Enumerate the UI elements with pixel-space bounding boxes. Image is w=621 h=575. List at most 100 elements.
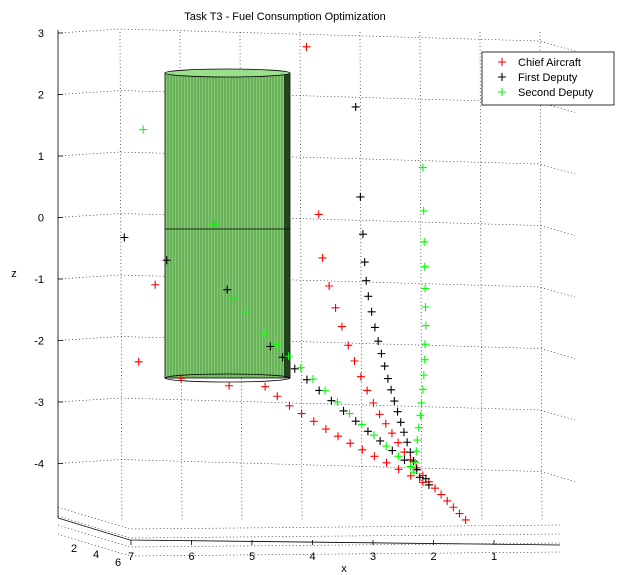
data-point	[357, 420, 366, 429]
cylinder-top	[164, 68, 291, 78]
data-point	[421, 474, 430, 483]
data-point	[383, 374, 392, 383]
data-point	[418, 385, 427, 394]
data-point	[362, 276, 371, 285]
data-point	[387, 429, 396, 438]
data-point	[278, 353, 287, 362]
data-point	[139, 125, 148, 134]
legend: Chief Aircraft First Deputy Second Deputy	[481, 51, 615, 106]
z-tick-label: 0	[38, 213, 44, 225]
data-point	[309, 417, 318, 426]
z-tick-label: -2	[34, 336, 44, 348]
data-point	[406, 462, 415, 471]
z-tick-label: 1	[38, 151, 44, 163]
data-point	[431, 484, 440, 493]
data-point	[266, 342, 275, 351]
data-point	[437, 490, 446, 499]
data-point	[120, 233, 129, 242]
data-point	[273, 392, 282, 401]
data-point	[374, 337, 383, 346]
z-tick-label: -1	[34, 274, 44, 286]
data-point	[367, 307, 376, 316]
data-point	[420, 237, 429, 246]
data-point	[285, 401, 294, 410]
data-point	[134, 357, 143, 366]
data-point	[413, 436, 422, 445]
data-point	[421, 340, 430, 349]
data-point	[394, 438, 403, 447]
data-point	[382, 458, 391, 467]
data-point	[290, 364, 299, 373]
data-point	[419, 371, 428, 380]
data-point	[327, 396, 336, 405]
data-point	[370, 452, 379, 461]
data-point	[421, 284, 430, 293]
x-tick-label: 4	[309, 551, 315, 563]
data-point	[162, 256, 171, 265]
series-second-deputy	[139, 125, 430, 477]
legend-label: First Deputy	[518, 72, 578, 84]
data-point	[318, 253, 327, 262]
z-tick-label: 2	[38, 90, 44, 102]
data-point	[380, 362, 389, 371]
data-point	[210, 220, 218, 229]
x-axis-ticks: 7 6 5 4 3 2 1	[128, 540, 497, 563]
data-point	[419, 206, 428, 215]
data-point	[261, 382, 270, 391]
data-point	[376, 436, 385, 445]
data-point	[406, 448, 415, 457]
data-point	[350, 357, 359, 365]
data-point	[424, 480, 433, 489]
legend-marker	[498, 88, 506, 96]
data-point	[403, 438, 412, 447]
z-axis-label: z	[11, 268, 17, 280]
data-point	[409, 468, 418, 477]
y-tick-label: 2	[71, 543, 77, 555]
data-point	[415, 473, 424, 482]
data-point	[302, 42, 311, 51]
y-axis-ticks: 2 4 6	[71, 543, 121, 569]
legend-label: Second Deputy	[518, 87, 594, 99]
x-tick-label: 6	[188, 551, 194, 563]
data-point	[229, 295, 238, 304]
data-point	[411, 458, 420, 467]
data-point	[421, 303, 430, 311]
data-point	[360, 258, 369, 267]
data-point	[339, 406, 348, 415]
data-point	[331, 303, 340, 312]
data-point	[421, 321, 430, 330]
data-point	[418, 163, 427, 172]
data-point	[377, 349, 386, 358]
data-point	[225, 381, 234, 390]
data-point	[325, 282, 334, 290]
data-point	[394, 452, 403, 461]
data-point	[260, 329, 269, 338]
series-chief-aircraft	[134, 42, 470, 524]
data-point	[375, 410, 384, 419]
data-point	[443, 496, 452, 505]
data-point	[358, 445, 367, 454]
data-point	[399, 428, 408, 437]
data-point	[370, 431, 379, 440]
legend-box	[481, 51, 615, 106]
data-point	[346, 439, 355, 448]
data-point	[364, 292, 373, 301]
data-point	[241, 307, 250, 316]
x-tick-label: 5	[249, 551, 255, 563]
x-tick-label: 7	[128, 551, 134, 563]
data-point	[387, 385, 396, 394]
data-point	[314, 210, 323, 219]
data-point	[345, 409, 354, 418]
data-point	[351, 417, 360, 426]
data-point	[358, 230, 367, 239]
data-point	[370, 323, 379, 332]
data-point	[321, 425, 330, 434]
y-tick-label: 6	[115, 557, 121, 569]
data-point	[272, 340, 281, 349]
data-point	[393, 407, 402, 416]
data-point	[296, 363, 305, 372]
data-point	[390, 397, 399, 406]
legend-marker	[498, 58, 506, 66]
data-point	[417, 398, 426, 407]
